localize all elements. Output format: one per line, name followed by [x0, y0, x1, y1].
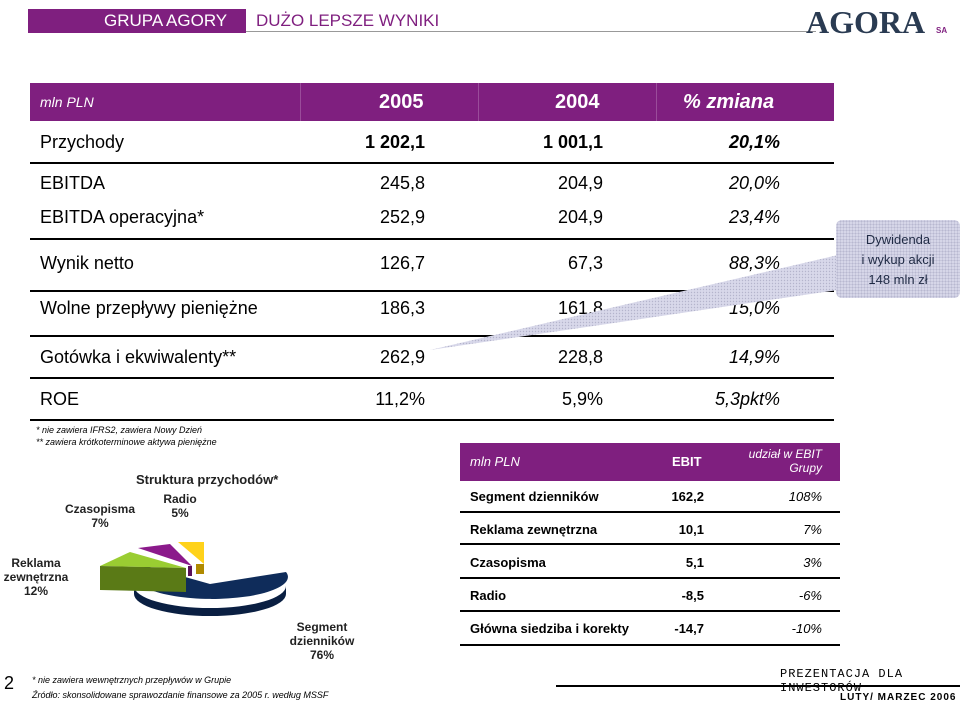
footnote-source: Źródło: skonsolidowane sprawozdanie fina…: [32, 690, 329, 700]
pie-label-radio: Radio 5%: [163, 492, 197, 520]
row-value-2004: 1 001,1: [542, 132, 603, 152]
ebit-row-share: -6%: [798, 588, 822, 603]
results-table-header: [30, 83, 834, 121]
results-col-change: % zmiana: [683, 91, 775, 113]
header-group-title: GRUPA AGORY: [104, 11, 228, 30]
ebit-row-value: -14,7: [674, 621, 704, 636]
ebit-row-value: -8,5: [681, 588, 704, 603]
pie-label-daily: Segment dzienników 76%: [289, 620, 355, 662]
row-divider: [30, 290, 834, 292]
dividend-callout: [836, 220, 960, 298]
ebit-row-value: 10,1: [678, 522, 704, 537]
row-label-net-result: Wynik netto: [40, 253, 134, 273]
ebit-row-label: Segment dzienników: [470, 489, 599, 504]
header-band: [28, 9, 246, 33]
footnote-internal-flows: * nie zawiera wewnętrznych przepływów w …: [32, 675, 232, 685]
footer-date: LUTY/ MARZEC 2006: [840, 692, 957, 703]
ebit-divider: [460, 577, 840, 579]
callout-line-1: Dywidenda: [865, 232, 931, 247]
page-number: 2: [4, 673, 15, 693]
row-value-2005: 186,3: [379, 298, 425, 318]
ebit-col-ebit: EBIT: [672, 454, 702, 469]
results-col-2004: 2004: [555, 91, 600, 113]
row-value-change: 23,4%: [728, 207, 780, 227]
ebit-row-share: 3%: [803, 555, 822, 570]
row-value-2005: 245,8: [379, 173, 425, 193]
row-label-free-cash-flow: Wolne przepływy pieniężne: [40, 298, 258, 318]
header-rule: [246, 31, 816, 32]
row-divider: [30, 377, 834, 379]
header-separator: [300, 83, 301, 121]
ebit-row-label: Radio: [470, 588, 507, 603]
footnote-cash: ** zawiera krótkoterminowe aktywa pienię…: [36, 437, 217, 447]
row-value-change: 88,3%: [728, 253, 780, 273]
ebit-table-header: [460, 443, 840, 481]
agora-logo: AGORA: [806, 4, 926, 40]
footer-presentation: PREZENTACJA DLA INWESTORÓW: [780, 667, 904, 695]
ebit-divider: [460, 644, 840, 646]
row-value-change: 20,0%: [728, 173, 780, 193]
pie-title: Struktura przychodów*: [136, 472, 279, 487]
results-unit-label: mln PLN: [40, 94, 94, 110]
ebit-row-label: Reklama zewnętrzna: [470, 522, 598, 537]
row-value-2005: 11,2%: [375, 389, 425, 409]
row-value-2005: 1 202,1: [364, 132, 425, 152]
pie-slice-outdoor: [100, 552, 186, 592]
row-value-2004: 228,8: [557, 347, 603, 367]
row-value-change: 20,1%: [728, 132, 780, 152]
callout-line-3: 148 mln zł: [868, 272, 928, 287]
pie-label-magazines: Czasopisma 7%: [64, 502, 136, 530]
header-separator: [656, 83, 657, 121]
pie-slice-magazines: [138, 544, 192, 576]
ebit-row-value: 5,1: [685, 555, 704, 570]
row-label-roe: ROE: [40, 389, 80, 409]
header-subtitle: DUŻO LEPSZE WYNIKI: [256, 11, 440, 30]
ebit-row-label: Czasopisma: [470, 555, 546, 570]
ebit-row-label: Główna siedziba i korekty: [470, 621, 629, 636]
row-label-cash: Gotówka i ekwiwalenty**: [40, 347, 237, 367]
row-value-2004: 204,9: [557, 173, 603, 193]
ebit-divider: [460, 511, 840, 513]
ebit-unit-label: mln PLN: [470, 454, 520, 469]
header-separator: [478, 83, 479, 121]
row-value-2004: 67,3: [567, 253, 603, 273]
row-value-change: 14,9%: [728, 347, 780, 367]
row-label-ebitda-operating: EBITDA operacyjna*: [40, 207, 205, 227]
revenue-pie: [100, 542, 288, 616]
results-col-2005: 2005: [379, 91, 424, 113]
row-value-2005: 252,9: [379, 207, 425, 227]
ebit-col-share: udział w EBIT Grupy: [748, 447, 822, 475]
callout-line-2: i wykup akcji: [861, 252, 935, 267]
row-label-ebitda: EBITDA: [40, 173, 106, 193]
pie-slice-radio: [178, 542, 204, 574]
pie-label-outdoor: Reklama zewnętrzna 12%: [3, 556, 69, 598]
ebit-row-share: -10%: [791, 621, 822, 636]
ebit-row-share: 7%: [803, 522, 822, 537]
row-value-2005: 126,7: [379, 253, 425, 273]
row-divider: [30, 419, 834, 421]
row-label-revenue: Przychody: [40, 132, 125, 152]
row-divider: [30, 162, 834, 164]
row-value-2005: 262,9: [379, 347, 425, 367]
footnote-ifrs: * nie zawiera IFRS2, zawiera Nowy Dzień: [36, 425, 203, 435]
ebit-divider: [460, 543, 840, 545]
row-divider: [30, 238, 834, 240]
ebit-divider: [460, 610, 840, 612]
ebit-row-value: 162,2: [671, 489, 704, 504]
row-value-change: 5,3pkt%: [714, 389, 780, 409]
ebit-row-share: 108%: [788, 489, 822, 504]
row-value-2004: 5,9%: [561, 389, 603, 409]
row-divider: [30, 335, 834, 337]
footer-rule: [556, 685, 960, 687]
row-value-2004: 204,9: [557, 207, 603, 227]
agora-logo-suffix: SA: [936, 26, 948, 35]
